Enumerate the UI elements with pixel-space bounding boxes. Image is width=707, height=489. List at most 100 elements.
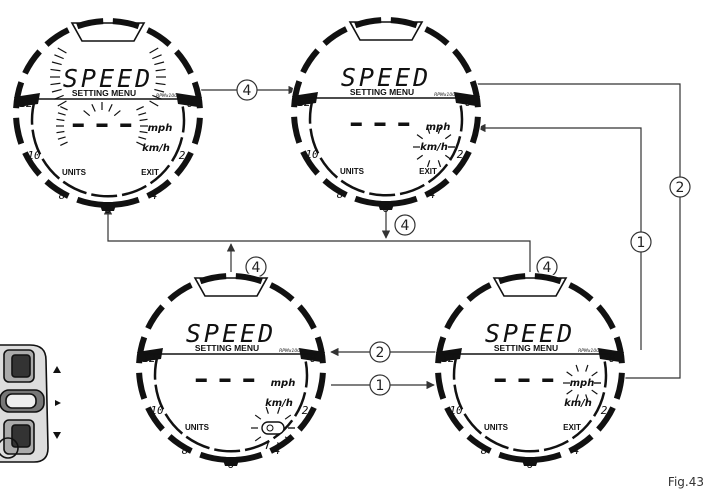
tick-label: 10 <box>27 149 41 162</box>
bezel-segment <box>444 406 464 432</box>
bezel-segment <box>22 49 42 75</box>
step-badge: 2 <box>669 176 691 198</box>
switch-right-arrow-icon <box>55 400 61 406</box>
flash-ray <box>136 141 144 146</box>
bezel-segment <box>452 48 472 74</box>
flash-ray <box>265 406 269 414</box>
step-badge: 4 <box>394 214 416 236</box>
flash-ray <box>54 54 64 60</box>
flash-ray <box>50 82 61 86</box>
flash-ray <box>154 88 165 93</box>
bezel-segment <box>613 372 625 400</box>
tick-label: 8 <box>182 444 189 457</box>
bezel-segment <box>297 304 317 330</box>
tick-label: 6 <box>383 202 390 215</box>
tick-label: 6 <box>527 458 534 471</box>
step-badge: 4 <box>236 79 258 101</box>
step-badge: 4 <box>536 256 558 278</box>
step-badge-number: 2 <box>676 180 685 196</box>
flash-ray <box>444 134 452 140</box>
step-badge: 2 <box>369 341 391 363</box>
bezel-segment <box>174 151 194 177</box>
speed-value-dashes: – – – <box>493 362 555 395</box>
tick-label: 4 <box>573 444 580 457</box>
flash-ray <box>416 134 424 140</box>
bezel-segment <box>269 434 295 454</box>
mph-label: mph <box>271 378 296 389</box>
kmh-label: km/h <box>265 398 293 409</box>
tick-label: 8 <box>337 188 344 201</box>
switch-up-arrow-icon <box>53 366 61 373</box>
flash-ray <box>149 47 159 54</box>
units-label: UNITS <box>185 423 210 432</box>
units-label: UNITS <box>340 167 365 176</box>
bezel-segment <box>435 336 447 364</box>
bezel-segment <box>466 434 492 454</box>
flash-ray <box>136 106 144 111</box>
tick-label: 2 <box>601 404 608 417</box>
flash-ray <box>591 389 598 395</box>
inner-tick-ring <box>452 353 608 453</box>
gauge-face <box>135 272 327 464</box>
gauge-top-window <box>70 22 146 42</box>
flash-ray <box>139 130 148 134</box>
flash-ray <box>566 389 573 395</box>
flash-ray <box>108 103 113 112</box>
bezel-segment <box>13 117 25 145</box>
left-wedge <box>14 93 40 107</box>
step-badge-number: 1 <box>376 378 385 394</box>
bezel-segment <box>167 434 193 454</box>
step-badge-circle <box>394 214 416 236</box>
figure-label: Fig.43 <box>667 475 704 489</box>
flash-ray <box>57 136 66 140</box>
bezel-segment <box>291 80 303 108</box>
exit-label: EXIT <box>563 423 581 432</box>
flash-ray <box>154 61 165 66</box>
bezel-segment <box>174 49 194 75</box>
step-badge-number: 4 <box>243 83 252 99</box>
tick-label: 2 <box>457 148 464 161</box>
bezel-segment <box>22 151 42 177</box>
bezel-segment <box>613 336 625 364</box>
kmh-label: km/h <box>420 142 448 153</box>
switch-center-rocker-inner <box>5 393 37 409</box>
flash-ray <box>416 154 424 160</box>
tick-label: 10 <box>449 404 463 417</box>
flash-ray <box>83 110 91 117</box>
flash-ray <box>152 54 162 60</box>
bezel-segment <box>596 304 616 330</box>
units-label: UNITS <box>62 168 87 177</box>
step-badge-number: 4 <box>543 260 552 276</box>
gauge-face <box>12 17 204 209</box>
flash-ray <box>57 100 67 107</box>
bezel-segment <box>568 282 594 302</box>
tick-label: 12 <box>142 352 156 365</box>
flash-ray <box>585 364 589 372</box>
setting-menu-label: SETTING MENU <box>494 343 558 353</box>
bezel-segment <box>300 150 320 176</box>
left-wedge <box>436 348 462 362</box>
exit-label: EXIT <box>141 168 159 177</box>
flash-ray <box>113 110 121 117</box>
rpm-label: RPMx1000 <box>578 348 602 354</box>
tick-label: 0 <box>310 352 317 365</box>
switch-down-arrow-icon <box>53 432 61 439</box>
tick-label: 2 <box>302 404 309 417</box>
step-badge-number: 1 <box>637 235 646 251</box>
flash-ray <box>139 118 148 122</box>
flash-ray <box>57 112 66 116</box>
bezel-segment <box>191 117 203 145</box>
step-badge-number: 4 <box>401 218 410 234</box>
bezel-segment <box>322 178 348 198</box>
step-badges: 4 2 1 4 4 4 2 1 <box>236 79 691 396</box>
speed-title: SPEED <box>63 64 153 93</box>
bezel-segment <box>469 116 481 144</box>
tick-label: 6 <box>228 458 235 471</box>
mph-label: mph <box>148 123 173 134</box>
flash-ray <box>149 100 159 107</box>
tick-label: 2 <box>179 149 186 162</box>
gauge-face <box>434 272 626 464</box>
